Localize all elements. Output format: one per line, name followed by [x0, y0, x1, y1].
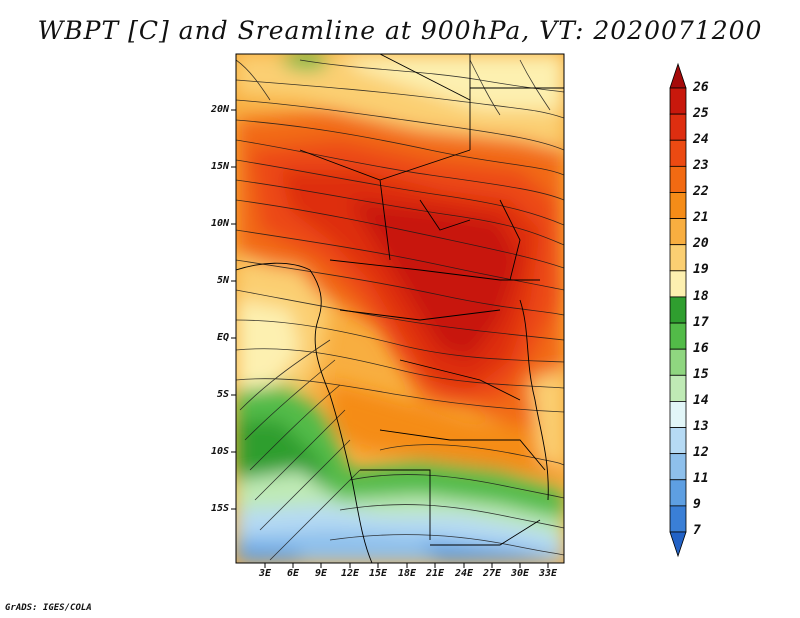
lat-label-10n: 10N — [210, 218, 229, 229]
colorbar-swatch — [669, 479, 687, 507]
lon-label-9e: 9E — [314, 568, 328, 579]
colorbar-swatch — [669, 296, 687, 324]
colorbar-label-15: 15 — [693, 367, 709, 382]
map-frame — [235, 53, 565, 564]
lat-label-5s: 5S — [216, 389, 229, 400]
colorbar-label-12: 12 — [693, 445, 709, 460]
lat-label-15s: 15S — [210, 503, 229, 514]
lat-ticks — [231, 109, 236, 510]
colorbar-swatch — [669, 453, 687, 481]
colorbar-label-21: 21 — [693, 210, 709, 225]
lon-label-3e: 3E — [258, 568, 272, 579]
streamlines — [236, 59, 564, 561]
colorbar-swatch — [669, 113, 687, 141]
colorbar-label-14: 14 — [693, 393, 709, 408]
colorbar-label-20: 20 — [693, 236, 709, 251]
colorbar-label-22: 22 — [693, 184, 709, 199]
lat-label-5n: 5N — [216, 275, 229, 286]
colorbar-label-19: 19 — [693, 262, 709, 277]
colorbar-swatch — [669, 270, 687, 298]
colorbar-label-23: 23 — [693, 158, 709, 173]
lon-label-18e: 18E — [397, 568, 417, 579]
colorbar-swatch — [669, 531, 687, 558]
colorbar-label-24: 24 — [693, 132, 709, 147]
colorbar-swatch — [669, 401, 687, 428]
lon-label-33e: 33E — [538, 568, 558, 579]
colorbar-label-18: 18 — [693, 289, 709, 304]
lon-label-27e: 27E — [482, 568, 502, 579]
lon-label-24e: 24E — [454, 568, 474, 579]
colorbar-label-11: 11 — [693, 471, 709, 486]
wbpt-shaded-field — [236, 54, 564, 563]
colorbar-label-26: 26 — [693, 80, 709, 95]
country-boundaries — [236, 54, 564, 563]
colorbar-label-13: 13 — [693, 419, 709, 434]
colorbar-swatch — [669, 374, 687, 402]
colorbar-swatch — [669, 192, 687, 219]
map-title: WBPT [C] and Sreamline at 900hPa, VT: 20… — [37, 16, 763, 45]
colorbar-label-16: 16 — [693, 341, 709, 356]
lon-label-21e: 21E — [425, 568, 445, 579]
colorbar-swatch — [669, 505, 687, 533]
lat-label-eq: EQ — [216, 332, 229, 343]
colorbar-swatch — [669, 322, 687, 350]
lon-label-12e: 12E — [340, 568, 360, 579]
colorbar-swatch — [669, 139, 687, 167]
lon-label-15e: 15E — [368, 568, 388, 579]
colorbar-swatch — [669, 165, 687, 193]
colorbar — [669, 62, 687, 558]
colorbar-swatch — [669, 218, 687, 246]
lon-label-30e: 30E — [510, 568, 530, 579]
colorbar-label-9: 9 — [693, 497, 701, 512]
colorbar-swatch — [669, 427, 687, 455]
lat-label-15n: 15N — [210, 161, 229, 172]
lat-label-10s: 10S — [210, 446, 229, 457]
colorbar-swatch — [669, 244, 687, 272]
colorbar-swatch — [669, 87, 687, 115]
lat-label-20n: 20N — [210, 104, 229, 115]
grads-credit: GrADS: IGES/COLA — [5, 603, 92, 613]
colorbar-label-17: 17 — [693, 315, 709, 330]
colorbar-swatch — [669, 348, 687, 376]
colorbar-label-25: 25 — [693, 106, 709, 121]
colorbar-label-7: 7 — [693, 523, 701, 538]
lon-ticks — [264, 563, 549, 568]
colorbar-swatch — [669, 62, 687, 89]
lon-label-6e: 6E — [286, 568, 300, 579]
